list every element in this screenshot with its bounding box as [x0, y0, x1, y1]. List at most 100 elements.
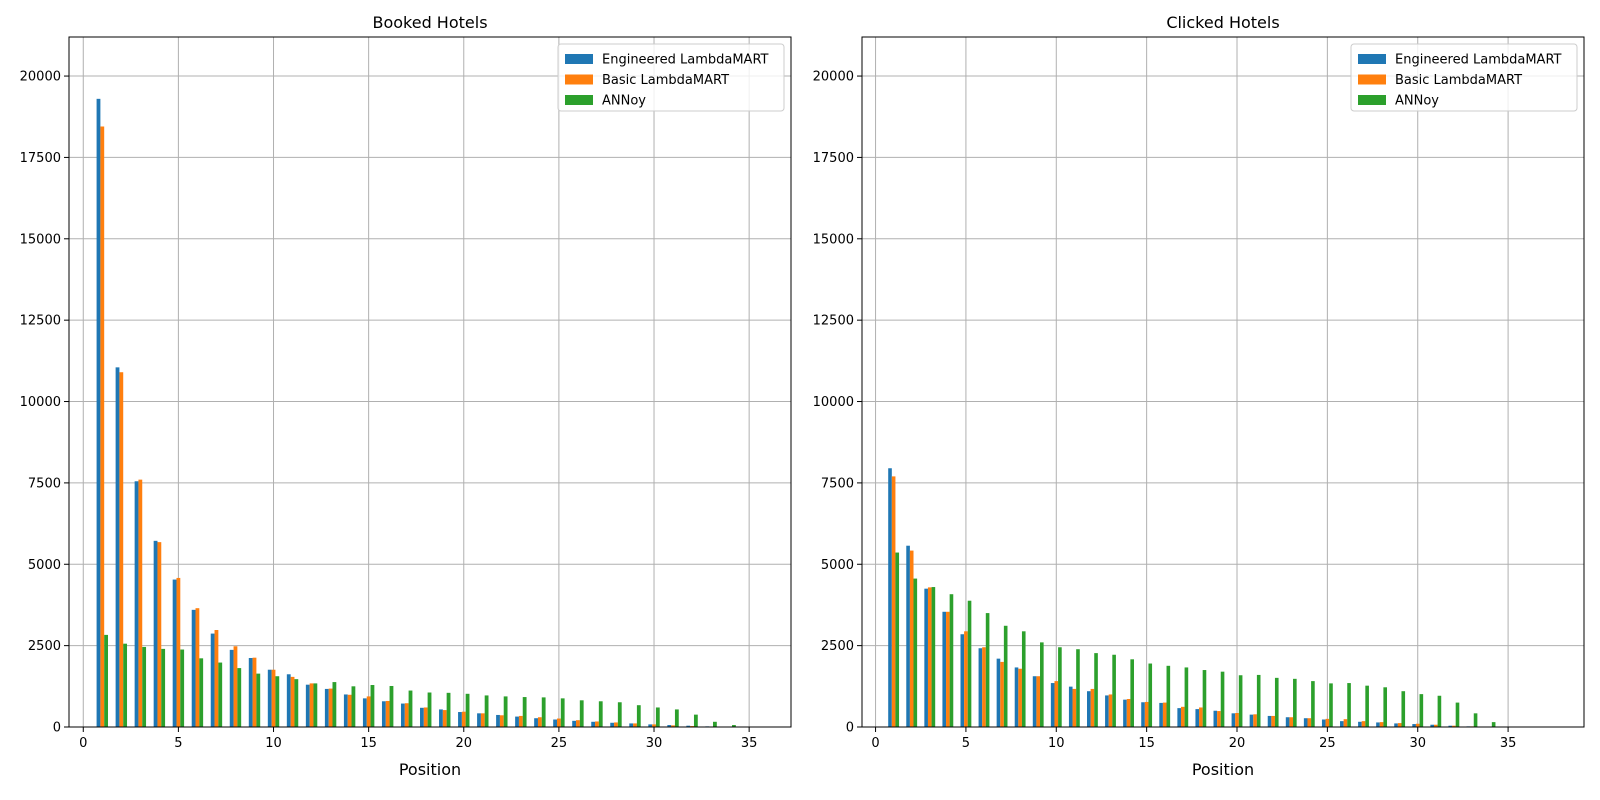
bar: [1159, 702, 1163, 727]
y-tick-label: 20000: [813, 70, 854, 85]
bar: [119, 372, 124, 727]
bar: [1256, 674, 1261, 727]
bar: [115, 367, 120, 727]
legend-label: Engineered LambdaMART: [1395, 53, 1562, 68]
bar: [351, 686, 356, 727]
bar: [1068, 686, 1073, 727]
bar: [1321, 719, 1326, 727]
bar: [465, 693, 470, 727]
bar: [1491, 722, 1496, 727]
bar: [362, 698, 367, 727]
x-tick-label: 15: [1138, 736, 1155, 751]
bar: [1040, 642, 1044, 727]
bar: [1455, 702, 1460, 727]
legend-swatch: [1358, 54, 1386, 64]
bar: [157, 542, 162, 727]
y-tick-label: 12500: [813, 314, 854, 329]
bar: [484, 695, 489, 727]
bar: [1126, 699, 1131, 727]
bar: [591, 721, 596, 727]
bar: [1184, 667, 1189, 727]
bar: [294, 679, 299, 727]
bar: [134, 481, 139, 727]
bar: [366, 696, 371, 727]
legend-swatch: [1358, 74, 1386, 85]
series-basic-lambdamart: [100, 126, 733, 728]
bar: [439, 709, 443, 727]
series-annoy: [104, 634, 736, 727]
bar: [229, 649, 234, 727]
bar: [1199, 707, 1203, 727]
bar: [1213, 710, 1218, 727]
series-annoy: [895, 552, 1550, 727]
legend-label: Basic LambdaMART: [602, 73, 729, 88]
bar: [1003, 625, 1008, 727]
bar: [496, 714, 500, 727]
y-tick-label: 10000: [813, 395, 854, 410]
bar: [671, 725, 675, 727]
chart-title: Booked Hotels: [372, 13, 487, 32]
bar: [480, 713, 485, 727]
bar: [1412, 724, 1416, 727]
bar: [1253, 714, 1257, 727]
bar: [617, 702, 622, 727]
bar: [1195, 709, 1200, 727]
bar: [534, 718, 538, 727]
bar: [895, 552, 900, 727]
bar: [913, 578, 918, 727]
y-tick-label: 7500: [28, 476, 61, 491]
bar: [214, 630, 219, 727]
bar: [541, 697, 546, 727]
bar: [100, 126, 105, 728]
bar: [313, 683, 318, 727]
bar: [442, 710, 447, 727]
bar: [104, 634, 109, 727]
y-tick-label: 20000: [20, 70, 61, 85]
legend-label: ANNoy: [1395, 94, 1439, 109]
x-tick-label: 10: [265, 736, 282, 751]
bar: [503, 696, 508, 727]
bar: [138, 479, 143, 727]
x-axis-label: Position: [1192, 760, 1254, 779]
bar: [1123, 699, 1127, 727]
x-tick-label: 20: [455, 736, 472, 751]
y-tick-label: 2500: [821, 639, 854, 654]
y-tick-label: 15000: [20, 232, 61, 247]
bar: [1448, 725, 1453, 727]
bar: [518, 715, 523, 727]
bar: [1072, 688, 1077, 727]
x-tick-label: 5: [962, 736, 970, 751]
y-tick-label: 0: [53, 721, 61, 736]
x-tick-label: 35: [741, 736, 758, 751]
bar: [385, 700, 390, 727]
bar: [906, 545, 910, 727]
legend-box: [1350, 43, 1578, 112]
bar: [1058, 647, 1062, 727]
bar: [1090, 688, 1095, 727]
bar: [1311, 681, 1315, 727]
bar: [328, 688, 333, 727]
bar: [1014, 667, 1019, 727]
bar: [195, 608, 200, 727]
bar: [420, 707, 424, 727]
y-tick-label: 0: [846, 721, 854, 736]
bar: [1112, 654, 1116, 727]
bar: [1000, 661, 1004, 727]
clicked-hotels-panel: Clicked Hotels Position 0 5 10 15 20 25 30 35 0 2…: [813, 13, 1585, 779]
bar: [423, 707, 428, 727]
bar: [667, 725, 672, 727]
bar: [1141, 702, 1145, 727]
bar: [1307, 718, 1312, 727]
legend-swatch: [565, 74, 593, 85]
bar: [1340, 721, 1344, 727]
bar: [1293, 678, 1297, 727]
bar: [1358, 721, 1362, 727]
bar: [191, 609, 196, 727]
bar: [633, 723, 637, 727]
bar: [1087, 691, 1091, 727]
bar: [522, 697, 527, 727]
bar: [982, 647, 986, 727]
bar: [712, 721, 717, 727]
bar: [598, 701, 603, 727]
